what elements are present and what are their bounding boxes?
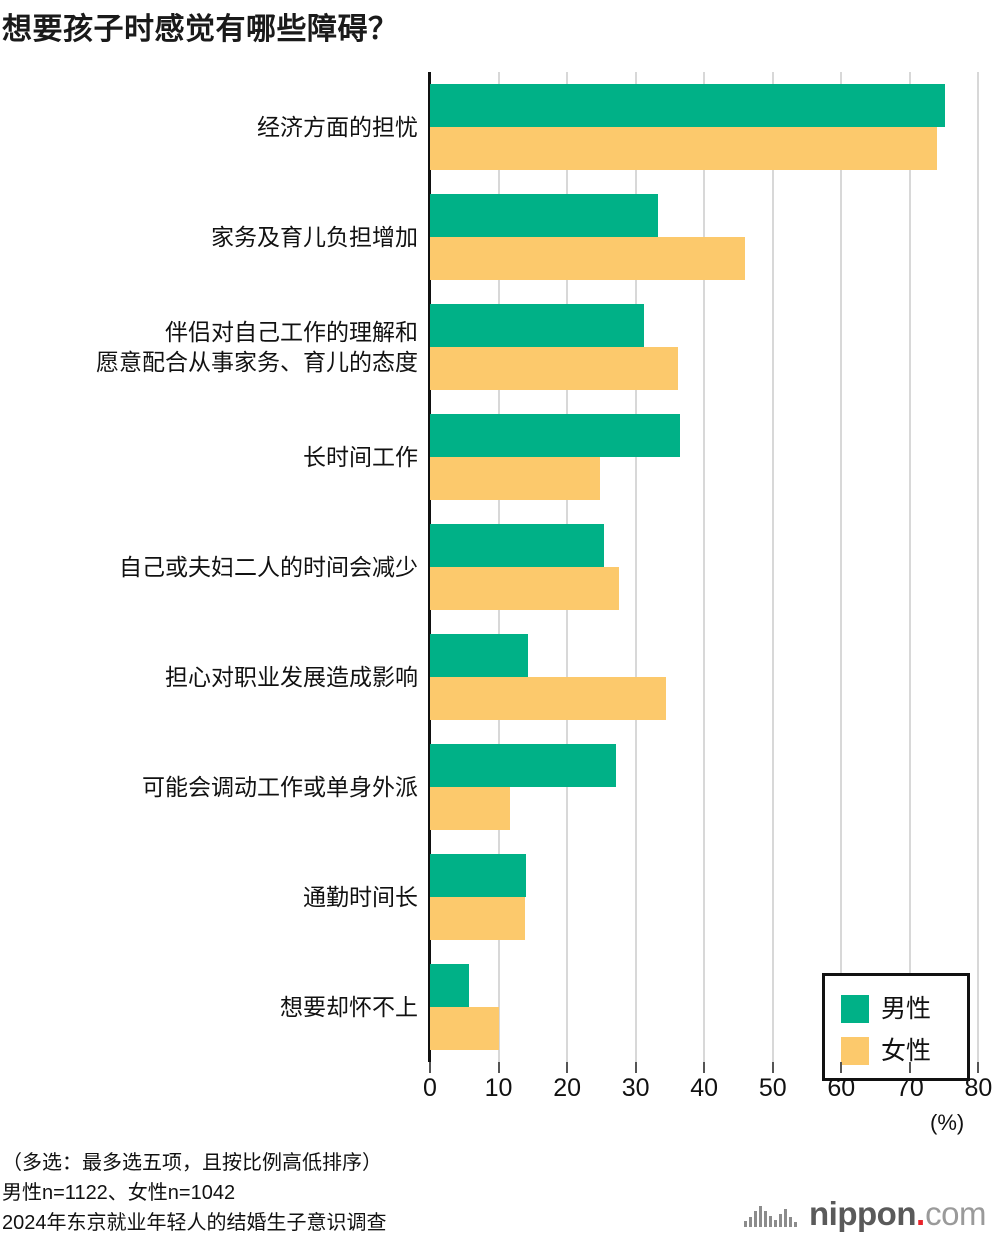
chart-legend: 男性 女性 bbox=[822, 973, 970, 1081]
category-label: 可能会调动工作或单身外派 bbox=[142, 774, 418, 800]
bar-male bbox=[430, 194, 658, 237]
bar-female bbox=[430, 347, 679, 390]
category-axis-labels: 经济方面的担忧家务及育儿负担增加伴侣对自己工作的理解和 愿意配合从事家务、育儿的… bbox=[0, 72, 418, 1062]
xtick-label-40: 40 bbox=[690, 1074, 719, 1102]
xtick-mark-20 bbox=[566, 1062, 569, 1073]
xtick-label-30: 30 bbox=[621, 1074, 650, 1102]
xtick-label-20: 20 bbox=[553, 1074, 581, 1102]
category-label: 自己或夫妇二人的时间会减少 bbox=[119, 554, 418, 580]
bar-male bbox=[430, 634, 529, 677]
bar-female bbox=[430, 677, 667, 720]
y-axis-line bbox=[428, 72, 431, 1062]
category-label: 经济方面的担忧 bbox=[257, 114, 418, 140]
logo-tld: com bbox=[925, 1195, 986, 1232]
xtick-label-0: 0 bbox=[423, 1074, 437, 1102]
xtick-label-70: 70 bbox=[895, 1074, 924, 1102]
xtick-mark-0 bbox=[429, 1062, 431, 1073]
bar-female bbox=[430, 567, 619, 610]
legend-label-female: 女性 bbox=[881, 1036, 932, 1065]
legend-swatch-female-icon bbox=[841, 1037, 869, 1065]
bar-male bbox=[430, 744, 616, 787]
xtick-mark-30 bbox=[634, 1062, 637, 1073]
bars-canvas bbox=[430, 72, 1000, 1062]
footnote-line-1: （多选：最多选五项，且按比例高低排序） bbox=[2, 1152, 382, 1174]
gridline-70 bbox=[908, 72, 911, 1062]
bar-male bbox=[430, 84, 946, 127]
legend-swatch-male-icon bbox=[841, 995, 869, 1023]
xtick-label-60: 60 bbox=[827, 1074, 856, 1102]
category-label: 担心对职业发展造成影响 bbox=[165, 664, 418, 690]
xtick-mark-80 bbox=[977, 1062, 980, 1073]
xtick-mark-70 bbox=[908, 1062, 911, 1073]
bar-male bbox=[430, 854, 526, 897]
logo-wordmark: nippon bbox=[809, 1195, 916, 1232]
bar-female bbox=[430, 237, 745, 280]
bar-female bbox=[430, 457, 600, 500]
legend-item-male: 男性 bbox=[841, 988, 967, 1030]
footnote-line-3: 2024年东京就业年轻人的结婚生子意识调查 bbox=[2, 1212, 387, 1234]
x-axis: 0 10 20 30 40 50 60 70 80 bbox=[0, 1062, 1000, 1122]
plot-area: 经济方面的担忧家务及育儿负担增加伴侣对自己工作的理解和 愿意配合从事家务、育儿的… bbox=[0, 72, 1000, 1081]
gridline-50 bbox=[771, 72, 774, 1062]
bar-male bbox=[430, 964, 470, 1007]
logo-dot: . bbox=[915, 1195, 926, 1232]
bar-female bbox=[430, 787, 510, 830]
gridline-30 bbox=[634, 72, 637, 1062]
gridline-80 bbox=[977, 72, 980, 1062]
xtick-label-10: 10 bbox=[484, 1074, 513, 1102]
bar-male bbox=[430, 524, 605, 567]
bar-male bbox=[430, 414, 680, 457]
xtick-label-50: 50 bbox=[758, 1074, 787, 1102]
legend-item-female: 女性 bbox=[841, 1030, 967, 1072]
bar-male bbox=[430, 304, 644, 347]
nippon-com-logo: nippon . com bbox=[744, 1196, 986, 1230]
xtick-label-80: 80 bbox=[964, 1074, 993, 1102]
bar-female bbox=[430, 1007, 499, 1050]
xtick-mark-60 bbox=[840, 1062, 843, 1073]
xtick-mark-10 bbox=[497, 1062, 500, 1073]
gridline-40 bbox=[703, 72, 706, 1062]
x-axis-unit-label: (%) bbox=[930, 1110, 965, 1135]
footnotes: （多选：最多选五项，且按比例高低排序） 男性n=1122、女性n=1042 20… bbox=[2, 1148, 387, 1238]
category-label: 长时间工作 bbox=[303, 444, 418, 470]
page-title: 想要孩子时感觉有哪些障碍？ bbox=[2, 13, 399, 46]
bar-female bbox=[430, 127, 938, 170]
legend-label-male: 男性 bbox=[881, 994, 932, 1023]
xtick-mark-40 bbox=[703, 1062, 706, 1073]
xtick-mark-50 bbox=[771, 1062, 774, 1073]
category-label: 家务及育儿负担增加 bbox=[211, 224, 418, 250]
bar-female bbox=[430, 897, 526, 940]
footnote-line-2: 男性n=1122、女性n=1042 bbox=[2, 1182, 236, 1204]
category-label: 通勤时间长 bbox=[303, 884, 418, 910]
gridline-60 bbox=[840, 72, 843, 1062]
waveform-icon bbox=[744, 1205, 799, 1227]
category-label: 想要却怀不上 bbox=[280, 994, 418, 1020]
category-label: 伴侣对自己工作的理解和 愿意配合从事家务、育儿的态度 bbox=[96, 319, 418, 375]
